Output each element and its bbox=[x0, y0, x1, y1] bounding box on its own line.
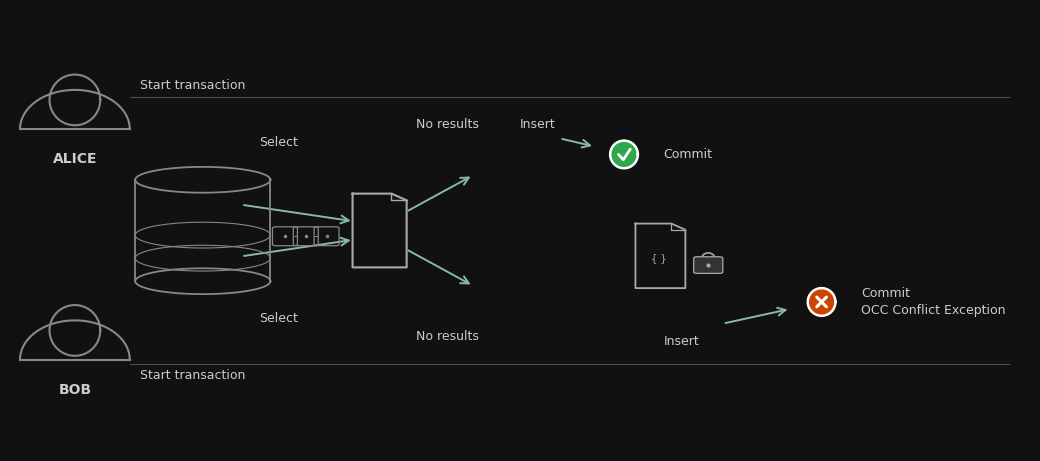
Text: ALICE: ALICE bbox=[53, 152, 97, 166]
FancyBboxPatch shape bbox=[694, 257, 723, 273]
Polygon shape bbox=[808, 288, 835, 316]
Text: BOB: BOB bbox=[58, 383, 92, 396]
Text: Start transaction: Start transaction bbox=[140, 79, 245, 92]
Text: { }: { } bbox=[650, 253, 667, 263]
Text: Start transaction: Start transaction bbox=[140, 369, 245, 382]
Polygon shape bbox=[635, 224, 685, 288]
Text: No results: No results bbox=[416, 118, 478, 131]
Polygon shape bbox=[353, 194, 407, 267]
Text: Insert: Insert bbox=[664, 335, 699, 348]
Text: OCC Conflict Exception: OCC Conflict Exception bbox=[861, 304, 1006, 317]
Text: Select: Select bbox=[259, 136, 298, 149]
Text: No results: No results bbox=[416, 330, 478, 343]
Polygon shape bbox=[610, 141, 638, 168]
Text: Commit: Commit bbox=[664, 148, 712, 161]
Text: Commit: Commit bbox=[861, 287, 910, 300]
Text: Insert: Insert bbox=[520, 118, 555, 131]
Text: Select: Select bbox=[259, 312, 298, 325]
